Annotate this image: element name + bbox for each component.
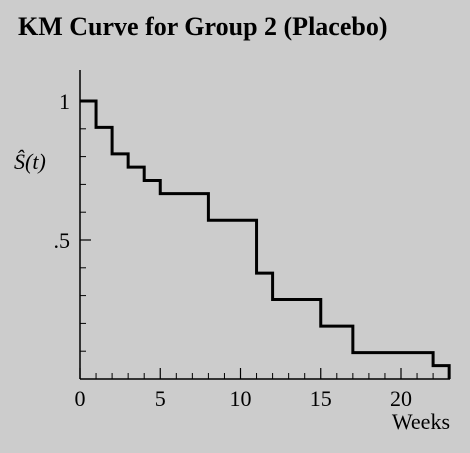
- x-tick-label: 15: [310, 386, 332, 411]
- x-tick-label: 20: [390, 386, 412, 411]
- chart-title: KM Curve for Group 2 (Placebo): [18, 12, 388, 41]
- km-step-curve: [80, 99, 451, 379]
- y-axis-label: Ŝ(t): [14, 149, 46, 174]
- x-tick-label: 0: [75, 386, 86, 411]
- y-tick-label: 1: [59, 89, 70, 114]
- x-tick-label: 10: [230, 386, 252, 411]
- x-axis-label: Weeks: [392, 409, 450, 434]
- x-tick-label: 5: [155, 386, 166, 411]
- y-tick-label: .5: [54, 228, 71, 253]
